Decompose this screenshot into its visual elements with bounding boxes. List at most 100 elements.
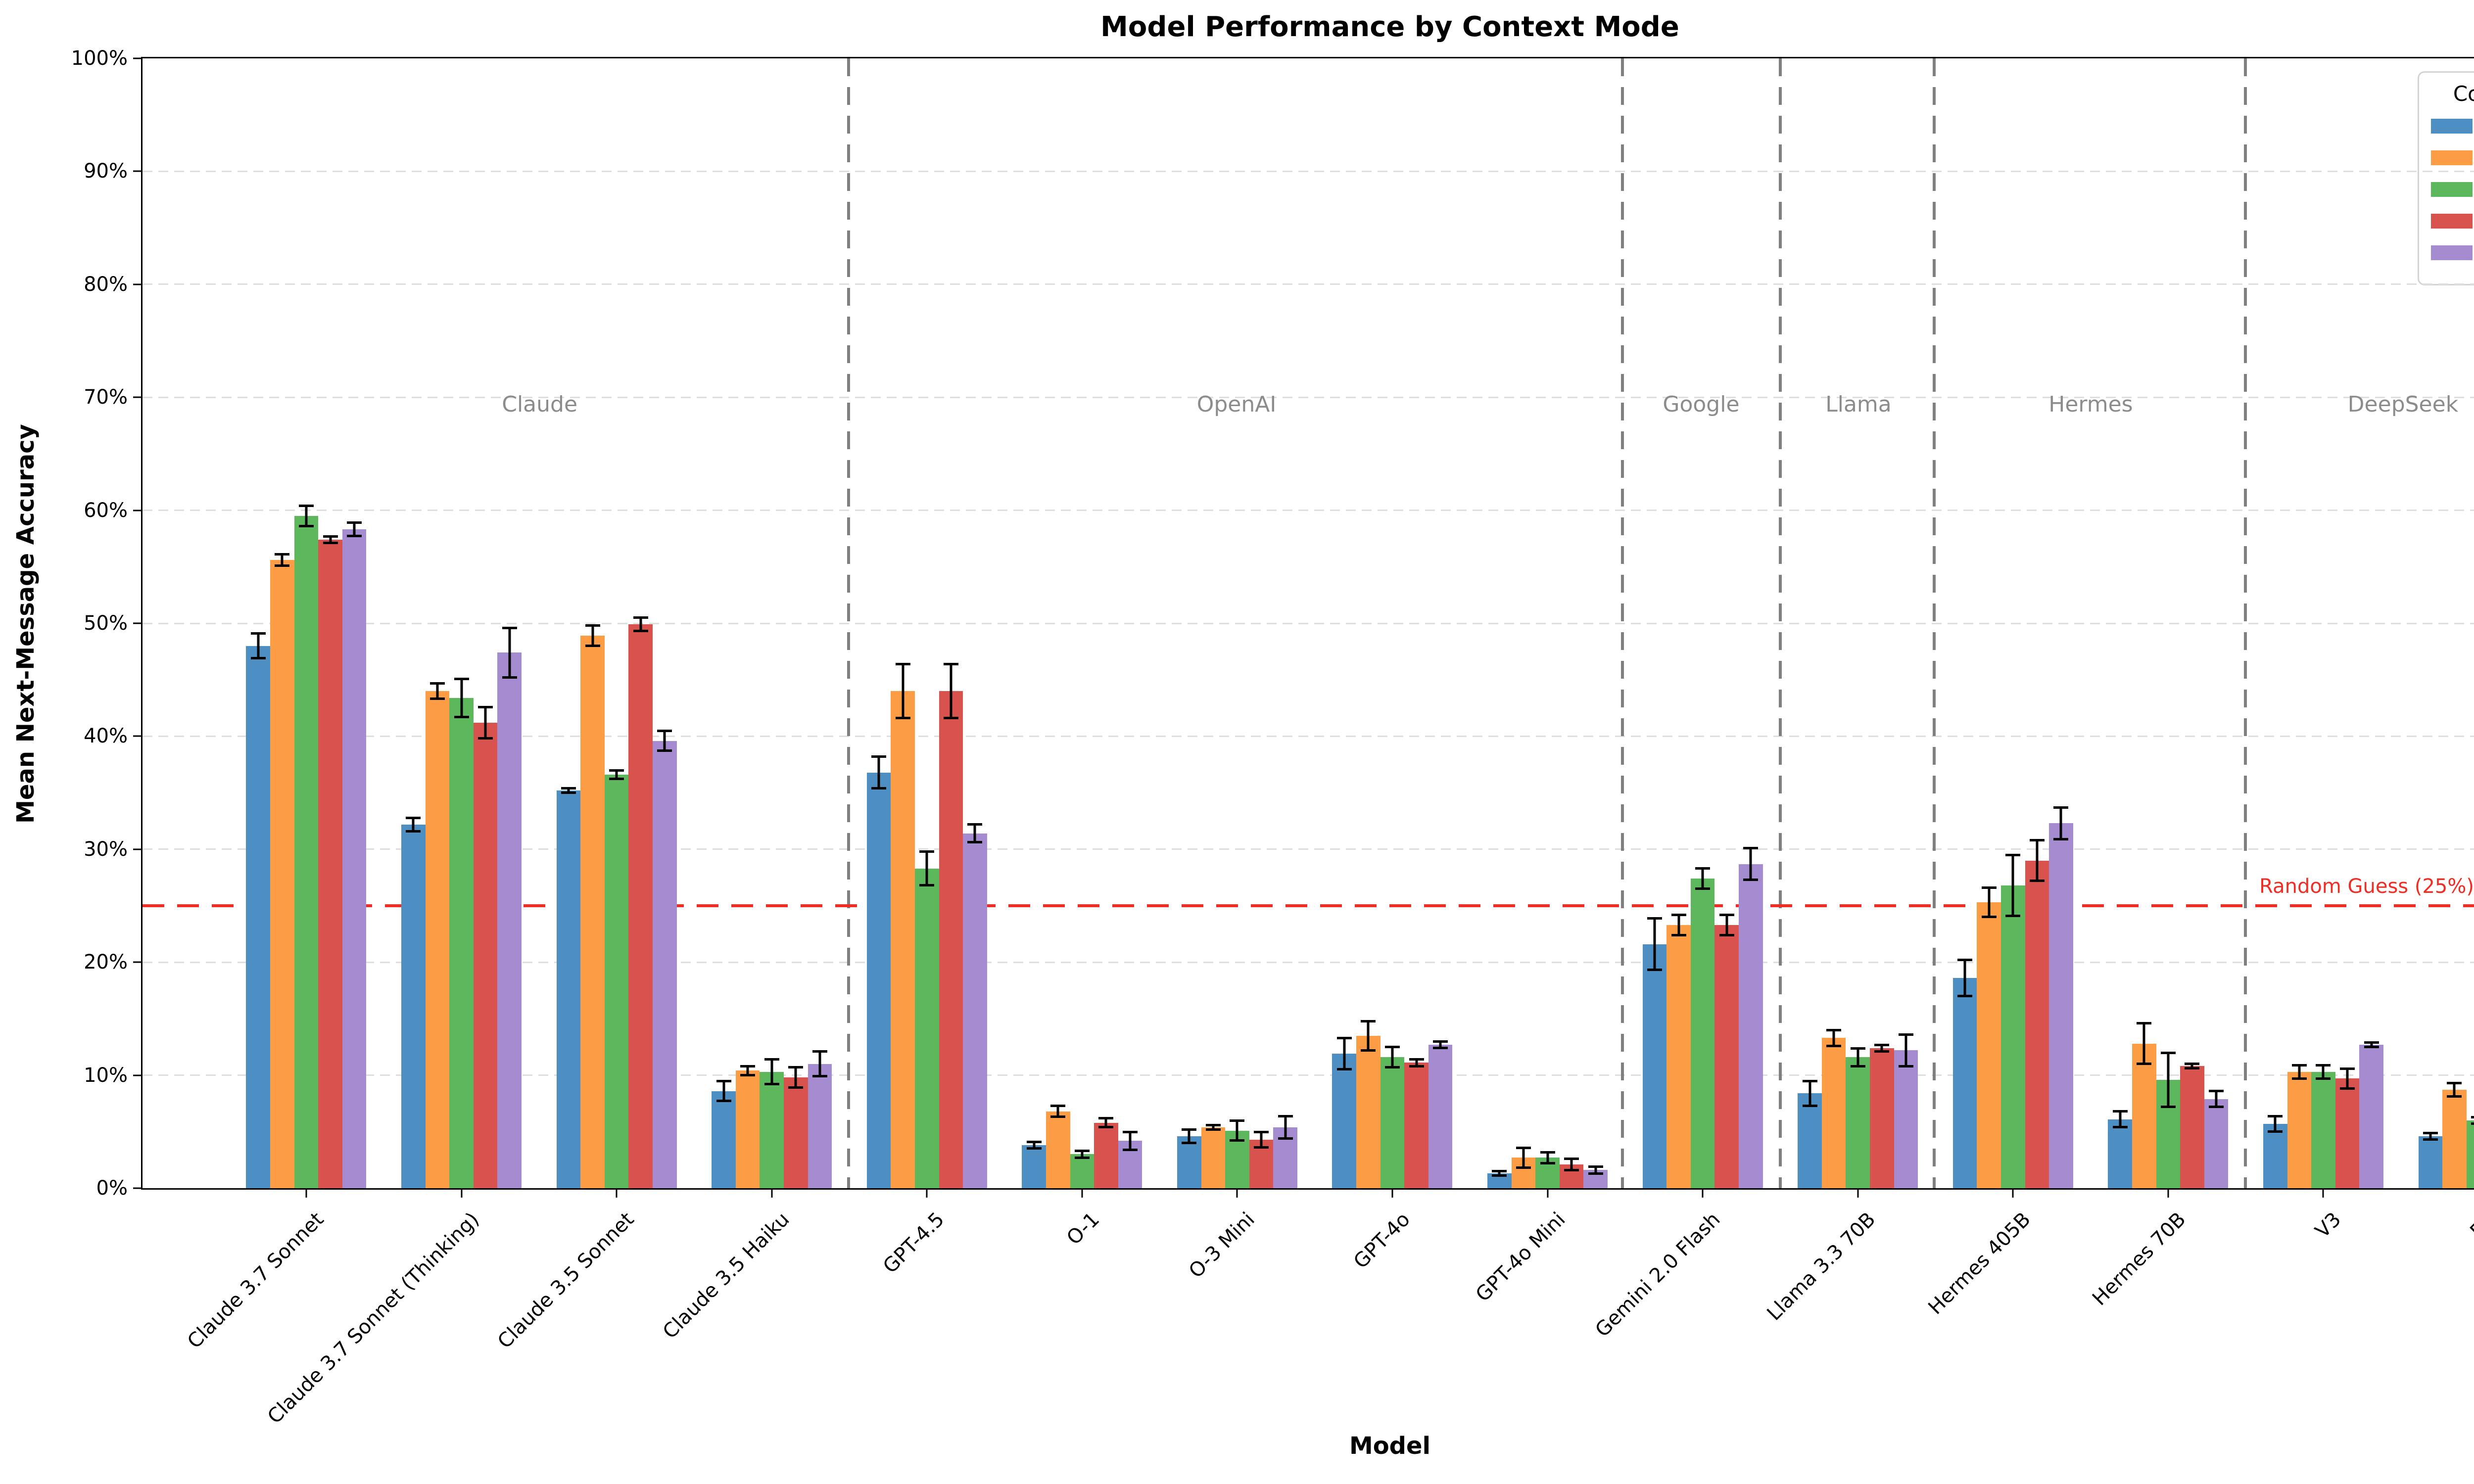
gridline (143, 735, 2474, 737)
error-bar (478, 705, 493, 740)
x-axis-tick (305, 1190, 307, 1198)
reference-line (143, 904, 2474, 907)
bar (294, 516, 319, 1188)
bar (2025, 860, 2049, 1188)
bar (580, 636, 605, 1188)
bar (1356, 1035, 1380, 1188)
x-tick-label: GPT-4.5 (879, 1208, 949, 1278)
bar (1177, 1136, 1201, 1188)
error-bar (406, 816, 421, 833)
bar (2049, 823, 2073, 1188)
error-bar (1957, 959, 1973, 998)
vendor-divider (1778, 58, 1782, 1188)
error-bar (633, 616, 648, 633)
bar (318, 539, 342, 1188)
error-bar (967, 823, 983, 844)
bar-group (246, 58, 367, 1188)
bar (246, 646, 271, 1188)
legend-swatch (2431, 182, 2473, 197)
x-axis-tick (1391, 1190, 1393, 1198)
gridline (143, 848, 2474, 850)
x-axis-tick (616, 1190, 618, 1198)
y-tick-label: 40% (84, 725, 128, 748)
bar (473, 723, 498, 1188)
bar (1977, 902, 2001, 1188)
error-bar (764, 1058, 779, 1086)
error-bar (1671, 914, 1686, 936)
vendor-group-label: Google (1663, 391, 1740, 417)
x-tick-label: Gemini 2.0 Flash (1591, 1208, 1725, 1342)
x-axis-tick (461, 1190, 463, 1198)
error-bar (1336, 1036, 1352, 1071)
bar (1952, 978, 1977, 1188)
bar (735, 1070, 760, 1188)
error-bar (2364, 1041, 2379, 1048)
bar (1070, 1154, 1094, 1188)
x-axis-tick (1081, 1190, 1083, 1198)
gridline (143, 622, 2474, 624)
error-bar (1098, 1117, 1114, 1128)
x-axis-tick (1236, 1190, 1238, 1198)
y-tick-label: 20% (84, 951, 128, 974)
x-axis-tick (926, 1190, 928, 1198)
error-bar (561, 787, 576, 794)
chart-title: Model Performance by Context Mode (1100, 11, 1679, 43)
error-bar (2137, 1022, 2152, 1066)
bar-group (1332, 58, 1453, 1188)
error-bar (1074, 1150, 1090, 1159)
legend-item: 50 Raw (2431, 146, 2474, 169)
bar (712, 1091, 736, 1188)
y-axis-tick (133, 57, 141, 59)
x-axis-tick (2322, 1190, 2324, 1198)
error-bar (1050, 1105, 1066, 1118)
bar (2263, 1123, 2287, 1188)
x-tick-label: Hermes 70B (2088, 1208, 2190, 1310)
bar (604, 775, 629, 1188)
bar (1022, 1145, 1046, 1188)
vendor-group-label: Hermes (2048, 391, 2133, 417)
bar-group (1487, 58, 1608, 1188)
bar (1332, 1054, 1357, 1188)
reference-line-label: Random Guess (25%) (2259, 875, 2474, 898)
legend-swatch (2431, 245, 2473, 260)
gridline (143, 510, 2474, 511)
bar (939, 691, 963, 1188)
bar (866, 772, 891, 1188)
error-bar (2291, 1064, 2307, 1080)
error-bar (250, 632, 266, 660)
error-bar (2316, 1064, 2331, 1080)
bar (1404, 1063, 1428, 1188)
bar (2418, 1136, 2443, 1188)
y-tick-label: 100% (71, 47, 128, 70)
error-bar (1516, 1146, 1531, 1169)
error-bar (1540, 1151, 1555, 1165)
y-tick-label: 10% (84, 1064, 128, 1087)
y-tick-label: 90% (84, 160, 128, 183)
gridline (143, 283, 2474, 285)
error-bar (429, 682, 445, 700)
bar-group (712, 58, 832, 1188)
bar (653, 741, 677, 1188)
error-bar (871, 755, 887, 789)
y-tick-label: 0% (96, 1177, 128, 1200)
bar (1798, 1093, 1822, 1188)
bar-group (866, 58, 987, 1188)
bar (1739, 864, 1763, 1188)
bar (1094, 1122, 1118, 1188)
bar (891, 691, 915, 1188)
x-axis-label: Model (1349, 1432, 1431, 1460)
error-bar (1874, 1043, 1890, 1053)
error-bar (2185, 1063, 2200, 1070)
error-bar (1123, 1130, 1138, 1151)
y-axis-tick (133, 961, 141, 963)
y-axis-tick (133, 848, 141, 850)
error-bar (609, 769, 624, 781)
error-bar (2423, 1131, 2438, 1141)
x-tick-label: V3 (2311, 1208, 2345, 1243)
bar (2108, 1119, 2132, 1188)
x-tick-label: Llama 3.3 70B (1762, 1208, 1880, 1325)
bar (449, 697, 474, 1188)
error-bar (1826, 1028, 1842, 1047)
bar (2000, 885, 2025, 1188)
legend-item: 100 Raw (2431, 210, 2474, 232)
